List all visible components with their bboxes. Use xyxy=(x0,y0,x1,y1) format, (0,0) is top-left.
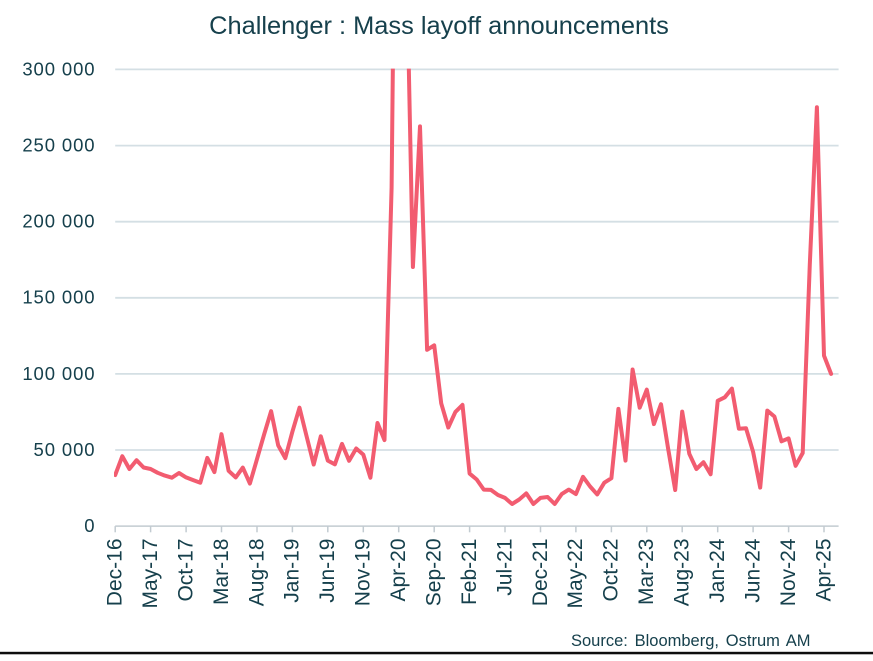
svg-text:Apr-20: Apr-20 xyxy=(387,539,410,602)
svg-text:Oct-22: Oct-22 xyxy=(600,539,623,602)
svg-text:Jul-21: Jul-21 xyxy=(493,539,516,596)
svg-text:Aug-18: Aug-18 xyxy=(245,539,268,607)
svg-text:Nov-19: Nov-19 xyxy=(352,539,375,607)
svg-text:Nov-24: Nov-24 xyxy=(777,538,800,606)
svg-text:Feb-21: Feb-21 xyxy=(458,539,481,606)
svg-text:May-22: May-22 xyxy=(564,539,587,609)
svg-text:Jan-19: Jan-19 xyxy=(281,539,304,603)
svg-text:Dec-16: Dec-16 xyxy=(104,539,127,607)
svg-text:Jun-19: Jun-19 xyxy=(316,539,339,603)
svg-text:Dec-21: Dec-21 xyxy=(529,539,552,607)
svg-text:Mar-23: Mar-23 xyxy=(635,539,658,606)
svg-text:Oct-17: Oct-17 xyxy=(174,539,197,602)
svg-text:Mar-18: Mar-18 xyxy=(210,539,233,606)
svg-text:50 000: 50 000 xyxy=(34,439,96,460)
svg-text:Aug-23: Aug-23 xyxy=(671,539,694,607)
svg-text:Sep-20: Sep-20 xyxy=(423,539,446,607)
svg-text:300 000: 300 000 xyxy=(22,58,95,79)
svg-text:May-17: May-17 xyxy=(139,539,162,609)
svg-text:0: 0 xyxy=(84,515,95,536)
svg-text:Jan-24: Jan-24 xyxy=(706,538,729,603)
svg-text:Jun-24: Jun-24 xyxy=(741,538,764,603)
svg-text:150 000: 150 000 xyxy=(22,287,95,308)
svg-text:Apr-25: Apr-25 xyxy=(812,539,835,602)
svg-text:250 000: 250 000 xyxy=(22,135,95,156)
svg-text:200 000: 200 000 xyxy=(22,211,95,232)
svg-text:Challenger : Mass layoff annou: Challenger : Mass layoff announcements xyxy=(209,12,669,40)
svg-text:Source: Bloomberg, Ostrum AM: Source: Bloomberg, Ostrum AM xyxy=(571,632,811,650)
svg-text:100 000: 100 000 xyxy=(22,363,95,384)
